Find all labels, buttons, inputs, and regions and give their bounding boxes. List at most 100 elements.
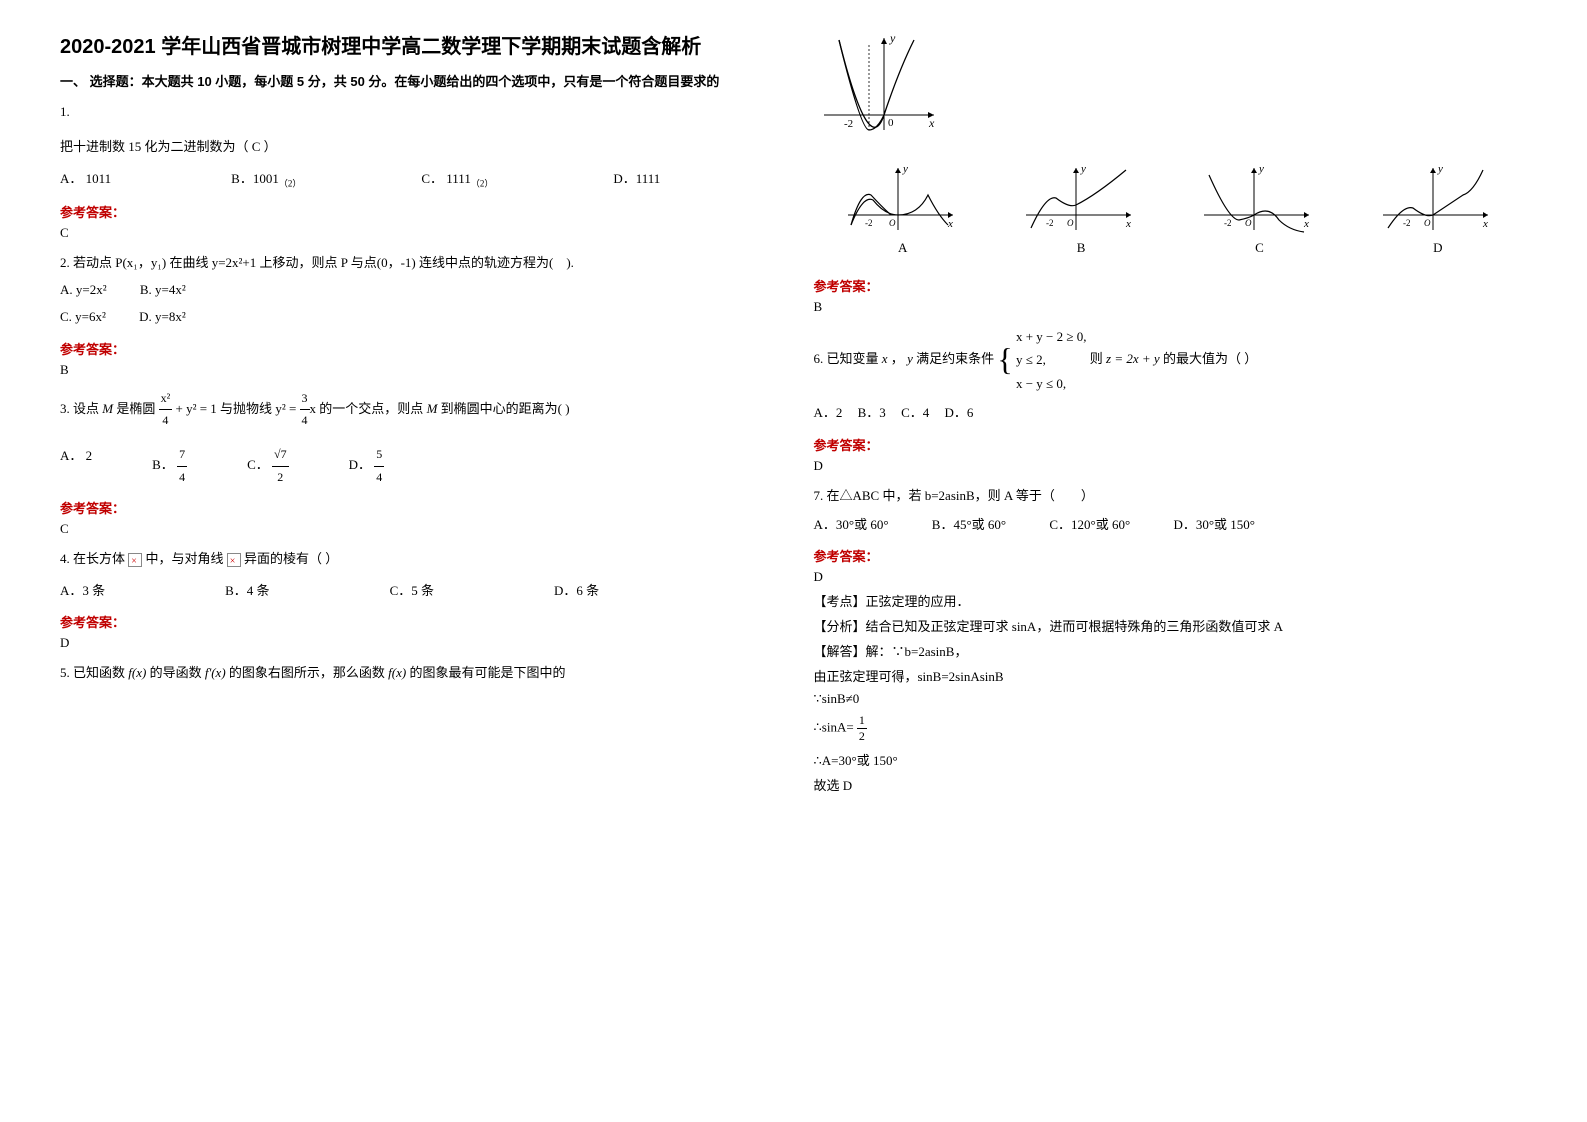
q4-answer-label: 参考答案： (60, 612, 774, 631)
svg-text:x: x (1482, 218, 1488, 230)
q3-text-mid2: 与抛物线 (220, 401, 275, 416)
svg-text:x: x (1125, 218, 1131, 230)
svg-text:-2: -2 (1046, 218, 1054, 228)
q6-optA: A．2 (814, 405, 843, 420)
q1-text: 把十进制数 15 化为二进制数为（ C ） (60, 135, 774, 158)
brace-icon: { (997, 331, 1012, 389)
q3-optC: C． √72 (247, 444, 289, 488)
q7-answer: D (814, 569, 1528, 585)
q6-z: z = 2x + y (1106, 351, 1160, 366)
q7-optC: C．120°或 60° (1049, 517, 1130, 532)
q3-text-post: 的一个交点，则点 (319, 401, 423, 416)
q3-M2: M (427, 401, 438, 416)
q7-optA: A．30°或 60° (814, 517, 889, 532)
q5-fx1: f(x) (128, 665, 146, 680)
q1-optC: C． 1111（2） (421, 167, 493, 192)
broken-image-icon (128, 553, 142, 567)
ellipse-frac: x² 4 (159, 388, 173, 432)
q5-text-mid: 的导函数 (150, 665, 202, 680)
q3-answer-label: 参考答案： (60, 498, 774, 517)
q7-solve2: 由正弦定理可得，sinB=2sinAsinB (814, 666, 1528, 685)
q6-answer: D (814, 458, 1528, 474)
q7-solve4: ∴sinA= 12 (814, 713, 1528, 744)
q6-text-post: 的最大值为（ ） (1163, 351, 1257, 366)
q6-text-mid2: 则 (1090, 351, 1103, 366)
q1-answer-label: 参考答案： (60, 202, 774, 221)
graph-C: -2 O x y C (1199, 160, 1319, 256)
q1-options: A． 1011 B．1001（2） C． 1111（2） D．1111 (60, 167, 774, 192)
q5-text-post: 的图象最有可能是下图中的 (409, 665, 565, 680)
q7-analysis: 【分析】结合已知及正弦定理可求 sinA，进而可根据特殊角的三角形函数值可求 A (814, 616, 1528, 635)
q4-optB: B．4 条 (225, 579, 269, 602)
q4-answer: D (60, 635, 774, 651)
svg-text:y: y (1258, 163, 1264, 175)
constraint-system: x + y − 2 ≥ 0, y ≤ 2, x − y ≤ 0, (1016, 325, 1087, 395)
question-1: 1. 把十进制数 15 化为二进制数为（ C ） A． 1011 B．1001（… (60, 100, 774, 192)
q7-optB: B．45°或 60° (932, 517, 1006, 532)
q6-text-pre: 已知变量 (827, 351, 879, 366)
q4-text-pre: 在长方体 (73, 551, 128, 566)
q6-optB: B．3 (858, 405, 886, 420)
q2-row1: A. y=2x² B. y=4x² (60, 278, 774, 301)
q5-text-pre: 已知函数 (73, 665, 125, 680)
q2-optD: D. y=8x² (139, 309, 186, 324)
q4-text-mid: 中，与对角线 (146, 551, 227, 566)
svg-text:y: y (889, 31, 896, 45)
q6-y: y (907, 351, 913, 366)
q5-main-graph: -2 0 x y (814, 30, 1528, 140)
broken-image-icon (227, 553, 241, 567)
q4-text-post: 异面的棱有（ ） (244, 551, 338, 566)
q4-options: A．3 条 B．4 条 C．5 条 D．6 条 (60, 579, 774, 602)
q2-optB: B. y=4x² (140, 282, 186, 297)
q3-M1: M (102, 401, 113, 416)
q3-optB: B． 74 (152, 444, 187, 488)
question-3: 3. 设点 M 是椭圆 x² 4 + y² = 1 与抛物线 y² = 3 4 … (60, 388, 774, 488)
q3-num: 3. (60, 401, 70, 416)
svg-text:x: x (947, 218, 953, 230)
graph-B: -2 O x y B (1021, 160, 1141, 256)
q2-row2: C. y=6x² D. y=8x² (60, 305, 774, 328)
q4-optD: D．6 条 (554, 579, 599, 602)
svg-text:O: O (889, 218, 896, 228)
q5-option-graphs: -2 O x y A -2 O x y B (814, 160, 1528, 256)
svg-text:O: O (1424, 218, 1431, 228)
svg-text:x: x (1303, 218, 1309, 230)
svg-text:-2: -2 (844, 118, 853, 130)
q1-optA: A． 1011 (60, 167, 111, 192)
q7-exam-point: 【考点】正弦定理的应用． (814, 591, 1528, 610)
q7-solve6: 故选 D (814, 775, 1528, 794)
q1-num: 1. (60, 100, 774, 123)
svg-text:x: x (928, 116, 935, 130)
q5-num: 5. (60, 665, 70, 680)
q1-answer: C (60, 225, 774, 241)
question-2: 2. 若动点 P(x₁，y₁) 在曲线 y=2x²+1 上移动，则点 P 与点(… (60, 251, 774, 329)
q6-answer-label: 参考答案： (814, 435, 1528, 454)
q7-solve5: ∴A=30°或 150° (814, 750, 1528, 769)
q6-optC: C．4 (901, 405, 929, 420)
q3-optA: A． 2 (60, 444, 92, 488)
question-6: 6. 已知变量 x ， y 满足约束条件 { x + y − 2 ≥ 0, y … (814, 325, 1528, 425)
q4-num: 4. (60, 551, 70, 566)
svg-text:O: O (1067, 218, 1074, 228)
q3-answer: C (60, 521, 774, 537)
q5-text-mid2: 的图象右图所示，那么函数 (229, 665, 385, 680)
q2-num: 2. (60, 255, 70, 270)
q2-text: 若动点 P(x₁，y₁) 在曲线 y=2x²+1 上移动，则点 P 与点(0，-… (73, 255, 574, 270)
question-7: 7. 在△ABC 中，若 b=2asinB，则 A 等于（ ） A．30°或 6… (814, 484, 1528, 537)
q6-optD: D．6 (944, 405, 973, 420)
q3-optD: D． 54 (349, 444, 385, 488)
q6-text-mid: 满足约束条件 (916, 351, 994, 366)
q7-answer-label: 参考答案： (814, 546, 1528, 565)
q3-text-pre: 设点 (73, 401, 99, 416)
q6-x: x (882, 351, 888, 366)
q6-num: 6. (814, 351, 824, 366)
document-title: 2020-2021 学年山西省晋城市树理中学高二数学理下学期期末试题含解析 (60, 30, 774, 59)
q7-solve1: 【解答】解：∵b=2asinB， (814, 641, 1528, 660)
section-1-header: 一、 选择题：本大题共 10 小题，每小题 5 分，共 50 分。在每小题给出的… (60, 71, 774, 90)
svg-text:-2: -2 (865, 218, 873, 228)
q4-optA: A．3 条 (60, 579, 105, 602)
q7-options: A．30°或 60° B．45°或 60° C．120°或 60° D．30°或… (814, 513, 1528, 536)
parabola-frac: 3 4 (300, 388, 310, 432)
q3-text-mid: 是椭圆 (116, 401, 158, 416)
q3-options: A． 2 B． 74 C． √72 D． 54 (60, 444, 774, 488)
